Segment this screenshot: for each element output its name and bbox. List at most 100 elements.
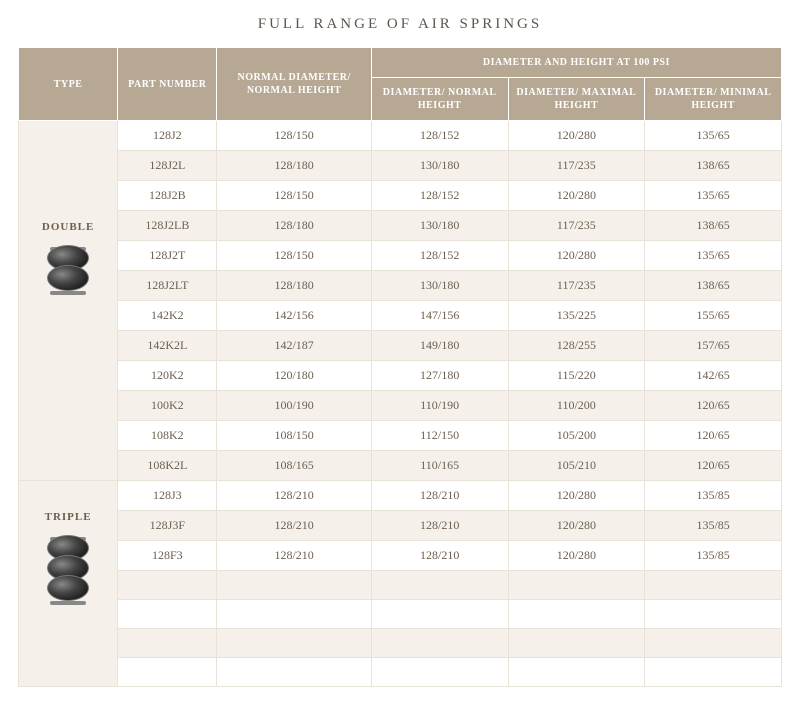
cell-part	[118, 600, 217, 629]
table-row: 108K2108/150112/150105/200120/65	[19, 421, 782, 451]
cell-dmin	[645, 600, 782, 629]
cell-dnormal: 127/180	[371, 361, 508, 391]
cell-dmax	[508, 571, 645, 600]
cell-dmax: 120/280	[508, 241, 645, 271]
cell-dnormal	[371, 571, 508, 600]
cell-dmin	[645, 629, 782, 658]
cell-dmin	[645, 658, 782, 687]
cell-dnormal: 128/210	[371, 541, 508, 571]
cell-dnormal: 110/190	[371, 391, 508, 421]
cell-normal	[217, 571, 371, 600]
cell-dmin: 135/65	[645, 241, 782, 271]
cell-dnormal	[371, 629, 508, 658]
cell-normal: 128/180	[217, 271, 371, 301]
cell-dnormal: 128/210	[371, 511, 508, 541]
th-dnormal: DIAMETER/ NORMAL HEIGHT	[371, 78, 508, 121]
cell-part: 128J2LB	[118, 211, 217, 241]
cell-normal: 128/150	[217, 181, 371, 211]
cell-dmin: 142/65	[645, 361, 782, 391]
cell-normal: 128/180	[217, 151, 371, 181]
cell-part	[118, 571, 217, 600]
table-row: 128J2L128/180130/180117/235138/65	[19, 151, 782, 181]
th-group-100psi: DIAMETER AND HEIGHT AT 100 PSI	[371, 48, 781, 78]
cell-dmin	[645, 571, 782, 600]
table-row: 128F3128/210128/210120/280135/85	[19, 541, 782, 571]
cell-part: 108K2L	[118, 451, 217, 481]
cell-dmin: 155/65	[645, 301, 782, 331]
table-row: TRIPLE128J3128/210128/210120/280135/85	[19, 481, 782, 511]
cell-dnormal: 149/180	[371, 331, 508, 361]
table-row: 100K2100/190110/190110/200120/65	[19, 391, 782, 421]
type-label: TRIPLE	[23, 511, 113, 523]
cell-part: 128J2LT	[118, 271, 217, 301]
cell-part: 108K2	[118, 421, 217, 451]
cell-dnormal: 110/165	[371, 451, 508, 481]
table-row: 120K2120/180127/180115/220142/65	[19, 361, 782, 391]
cell-dmax: 120/280	[508, 511, 645, 541]
type-label: DOUBLE	[23, 221, 113, 233]
cell-dnormal	[371, 600, 508, 629]
th-dmax: DIAMETER/ MAXIMAL HEIGHT	[508, 78, 645, 121]
table-row: 142K2L142/187149/180128/255157/65	[19, 331, 782, 361]
cell-dmin: 135/85	[645, 511, 782, 541]
cell-dmin: 138/65	[645, 211, 782, 241]
cell-dmin: 120/65	[645, 391, 782, 421]
cell-dmin: 157/65	[645, 331, 782, 361]
cell-normal	[217, 600, 371, 629]
cell-dmin: 138/65	[645, 271, 782, 301]
cell-dmax	[508, 600, 645, 629]
cell-part: 128J2L	[118, 151, 217, 181]
th-part: PART NUMBER	[118, 48, 217, 121]
type-cell: DOUBLE	[19, 121, 118, 481]
triple-spring-icon	[47, 537, 89, 605]
cell-dmax: 120/280	[508, 481, 645, 511]
cell-normal: 120/180	[217, 361, 371, 391]
cell-dnormal: 147/156	[371, 301, 508, 331]
cell-normal: 128/210	[217, 541, 371, 571]
table-header: TYPE PART NUMBER NORMAL DIAMETER/ NORMAL…	[19, 48, 782, 121]
cell-dnormal	[371, 658, 508, 687]
cell-dmax: 135/225	[508, 301, 645, 331]
cell-dmin: 138/65	[645, 151, 782, 181]
cell-dmax: 115/220	[508, 361, 645, 391]
cell-normal: 128/180	[217, 211, 371, 241]
cell-dmax: 128/255	[508, 331, 645, 361]
cell-dmin: 120/65	[645, 451, 782, 481]
cell-part: 128J3	[118, 481, 217, 511]
table-row: 128J2LT128/180130/180117/235138/65	[19, 271, 782, 301]
cell-part: 100K2	[118, 391, 217, 421]
th-normal: NORMAL DIAMETER/ NORMAL HEIGHT	[217, 48, 371, 121]
cell-normal: 128/210	[217, 511, 371, 541]
cell-dnormal: 112/150	[371, 421, 508, 451]
cell-normal: 142/187	[217, 331, 371, 361]
th-dmin: DIAMETER/ MINIMAL HEIGHT	[645, 78, 782, 121]
cell-normal: 108/165	[217, 451, 371, 481]
double-spring-icon	[47, 247, 89, 295]
cell-dmin: 135/65	[645, 121, 782, 151]
cell-dmax: 120/280	[508, 121, 645, 151]
cell-dmax	[508, 658, 645, 687]
cell-dmax	[508, 629, 645, 658]
cell-dmin: 135/65	[645, 181, 782, 211]
cell-part: 128F3	[118, 541, 217, 571]
cell-dmax: 110/200	[508, 391, 645, 421]
table-row: 128J2T128/150128/152120/280135/65	[19, 241, 782, 271]
cell-part	[118, 658, 217, 687]
cell-part: 128J3F	[118, 511, 217, 541]
cell-normal	[217, 658, 371, 687]
cell-dnormal: 130/180	[371, 211, 508, 241]
cell-dmin: 120/65	[645, 421, 782, 451]
cell-normal: 108/150	[217, 421, 371, 451]
cell-dnormal: 130/180	[371, 151, 508, 181]
table-row: 108K2L108/165110/165105/210120/65	[19, 451, 782, 481]
cell-part: 128J2T	[118, 241, 217, 271]
cell-normal	[217, 629, 371, 658]
table-row: 142K2142/156147/156135/225155/65	[19, 301, 782, 331]
cell-dmax: 120/280	[508, 541, 645, 571]
cell-normal: 142/156	[217, 301, 371, 331]
cell-part	[118, 629, 217, 658]
cell-dnormal: 128/210	[371, 481, 508, 511]
table-row	[19, 658, 782, 687]
table-row	[19, 571, 782, 600]
table-row: 128J2B128/150128/152120/280135/65	[19, 181, 782, 211]
